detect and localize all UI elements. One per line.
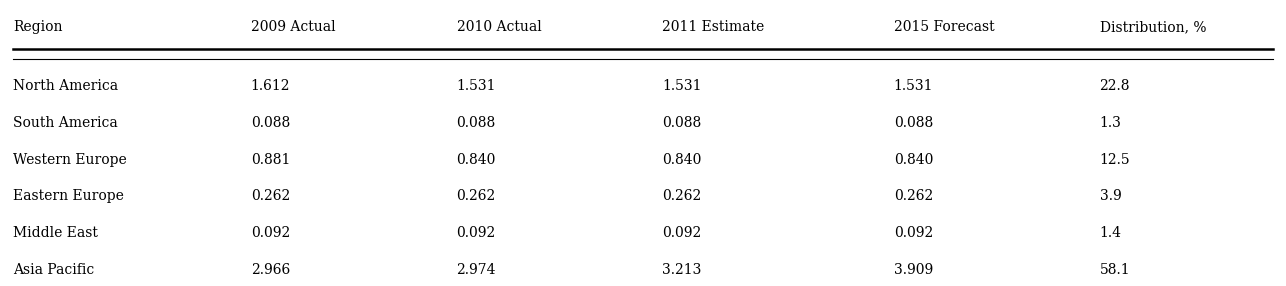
Text: 22.8: 22.8 [1100, 80, 1130, 94]
Text: 1.4: 1.4 [1100, 226, 1121, 240]
Text: Distribution, %: Distribution, % [1100, 20, 1206, 34]
Text: 58.1: 58.1 [1100, 263, 1130, 277]
Text: North America: North America [13, 80, 118, 94]
Text: Eastern Europe: Eastern Europe [13, 189, 123, 203]
Text: 2011 Estimate: 2011 Estimate [662, 20, 765, 34]
Text: 0.092: 0.092 [251, 226, 291, 240]
Text: Middle East: Middle East [13, 226, 98, 240]
Text: 3.909: 3.909 [894, 263, 934, 277]
Text: 2015 Forecast: 2015 Forecast [894, 20, 994, 34]
Text: 0.840: 0.840 [662, 153, 702, 167]
Text: Western Europe: Western Europe [13, 153, 126, 167]
Text: 2010 Actual: 2010 Actual [457, 20, 541, 34]
Text: 0.088: 0.088 [251, 116, 291, 130]
Text: 1.531: 1.531 [662, 80, 702, 94]
Text: 0.092: 0.092 [457, 226, 496, 240]
Text: 0.088: 0.088 [457, 116, 496, 130]
Text: Region: Region [13, 20, 62, 34]
Text: 0.881: 0.881 [251, 153, 291, 167]
Text: 0.840: 0.840 [457, 153, 496, 167]
Text: 0.092: 0.092 [662, 226, 702, 240]
Text: South America: South America [13, 116, 117, 130]
Text: 0.088: 0.088 [662, 116, 702, 130]
Text: 12.5: 12.5 [1100, 153, 1130, 167]
Text: 0.262: 0.262 [251, 189, 291, 203]
Text: 1.531: 1.531 [894, 80, 934, 94]
Text: 2.966: 2.966 [251, 263, 291, 277]
Text: 0.092: 0.092 [894, 226, 934, 240]
Text: 2009 Actual: 2009 Actual [251, 20, 336, 34]
Text: 1.3: 1.3 [1100, 116, 1121, 130]
Text: 2.974: 2.974 [457, 263, 496, 277]
Text: 0.840: 0.840 [894, 153, 934, 167]
Text: 1.531: 1.531 [457, 80, 496, 94]
Text: 3.9: 3.9 [1100, 189, 1121, 203]
Text: 3.213: 3.213 [662, 263, 702, 277]
Text: 1.612: 1.612 [251, 80, 291, 94]
Text: Asia Pacific: Asia Pacific [13, 263, 94, 277]
Text: 0.262: 0.262 [457, 189, 496, 203]
Text: 0.088: 0.088 [894, 116, 934, 130]
Text: 0.262: 0.262 [894, 189, 934, 203]
Text: 0.262: 0.262 [662, 189, 702, 203]
